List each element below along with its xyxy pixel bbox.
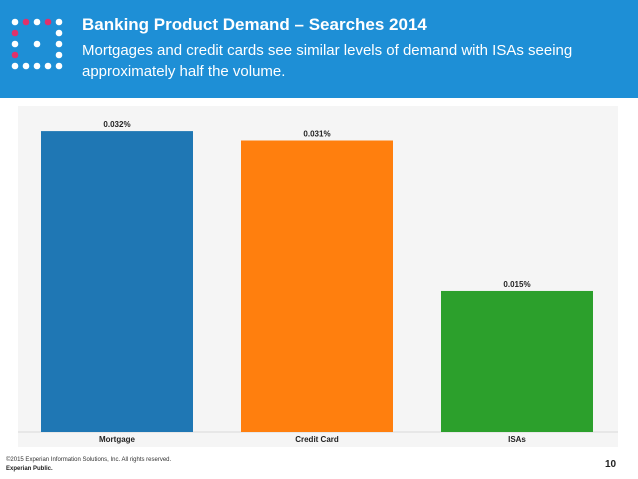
experian-logo-icon	[11, 18, 63, 70]
data-label: 0.031%	[303, 130, 330, 139]
data-label: 0.032%	[103, 120, 130, 129]
x-tick-label: ISAs	[508, 435, 526, 444]
x-tick-label: Credit Card	[295, 435, 339, 444]
footer-copyright: ©2015 Experian Information Solutions, In…	[6, 457, 172, 463]
bar-mortgage	[41, 131, 193, 432]
logo-dot	[55, 29, 63, 37]
logo-dot	[11, 51, 19, 59]
logo-dot	[33, 62, 41, 70]
header-banner: Banking Product Demand – Searches 2014 M…	[0, 0, 638, 98]
logo-dot	[55, 18, 63, 26]
bar-isas	[441, 290, 593, 432]
data-label: 0.015%	[503, 280, 530, 289]
logo-dot	[22, 62, 30, 70]
logo-dot	[44, 62, 52, 70]
slide-title: Banking Product Demand – Searches 2014	[82, 15, 427, 34]
page-number: 10	[605, 459, 617, 470]
logo-dot	[55, 62, 63, 70]
footer-classification: Experian Public.	[6, 466, 53, 472]
logo-dot	[11, 62, 19, 70]
logo-dot	[11, 40, 19, 48]
logo-dot	[55, 40, 63, 48]
slide-subtitle: Mortgages and credit cards see similar l…	[82, 42, 573, 80]
bar-credit-card	[241, 140, 393, 433]
bar-chart: 0.032% Mortgage 0.031% Credit Card 0.015% ISA…	[18, 120, 618, 444]
logo-dot	[22, 18, 30, 26]
logo-dot	[11, 29, 19, 37]
logo-dot	[11, 18, 19, 26]
logo-dot	[44, 18, 52, 26]
x-tick-label: Mortgage	[99, 435, 136, 444]
logo-dot	[33, 18, 41, 26]
logo-dot	[55, 51, 63, 59]
logo-dot	[33, 40, 41, 48]
chart-panel: 0.032% Mortgage 0.031% Credit Card 0.015% ISA…	[18, 106, 618, 447]
